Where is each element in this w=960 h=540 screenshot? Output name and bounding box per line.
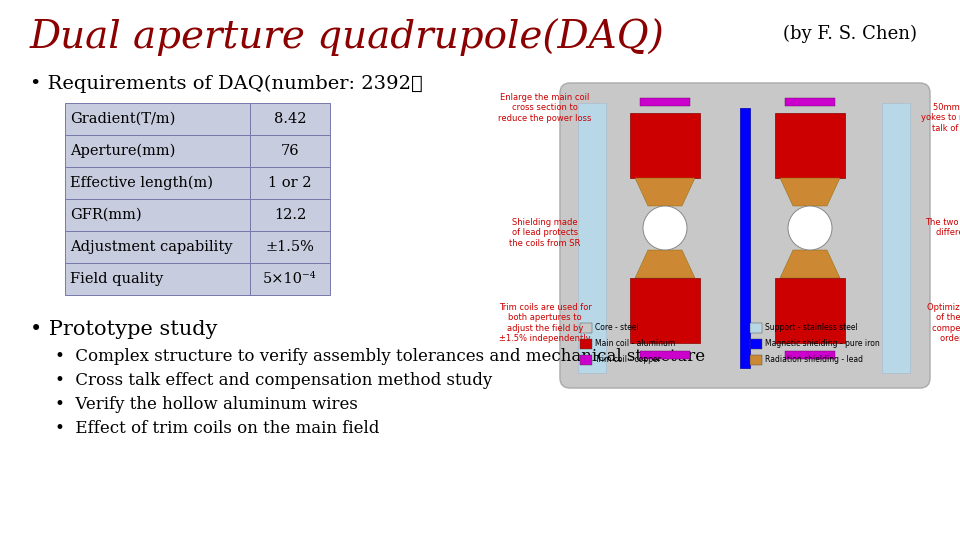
Text: 8.42: 8.42 <box>274 112 306 126</box>
Bar <box>882 103 910 373</box>
Bar <box>65 103 250 135</box>
Polygon shape <box>780 250 840 278</box>
Polygon shape <box>635 178 695 206</box>
Text: GFR(mm): GFR(mm) <box>70 208 142 222</box>
Bar <box>250 199 330 231</box>
Text: Optimize the thickness
of the iron plate to
compensate the odd
order harmonics: Optimize the thickness of the iron plate… <box>926 303 960 343</box>
Bar <box>640 351 690 359</box>
Bar <box>65 263 250 295</box>
Text: ±1.5%: ±1.5% <box>266 240 315 254</box>
Bar <box>630 278 700 343</box>
Text: Trim coil - copper: Trim coil - copper <box>595 355 660 364</box>
Text: 12.2: 12.2 <box>274 208 306 222</box>
Bar <box>580 339 592 349</box>
Bar <box>640 98 690 106</box>
Bar <box>65 135 250 167</box>
Bar <box>785 351 835 359</box>
Text: Radiation shielding - lead: Radiation shielding - lead <box>765 355 863 364</box>
Bar <box>785 98 835 106</box>
Bar <box>750 355 762 365</box>
Bar <box>250 135 330 167</box>
Polygon shape <box>780 178 840 206</box>
Text: Shielding made
of lead protects
the coils from SR: Shielding made of lead protects the coil… <box>510 218 581 248</box>
Text: Field quality: Field quality <box>70 272 163 286</box>
Text: • Requirements of DAQ(number: 2392）: • Requirements of DAQ(number: 2392） <box>30 75 422 93</box>
Text: (by F. S. Chen): (by F. S. Chen) <box>783 25 917 43</box>
Text: 50mm gap between
yokes to reduce the cross
talk of the two sides: 50mm gap between yokes to reduce the cro… <box>921 103 960 133</box>
Circle shape <box>643 206 687 250</box>
Text: •  Complex structure to verify assembly tolerances and mechanical structure: • Complex structure to verify assembly t… <box>55 348 706 365</box>
Text: Enlarge the main coil
cross section to
reduce the power loss: Enlarge the main coil cross section to r… <box>498 93 591 123</box>
FancyBboxPatch shape <box>560 83 930 388</box>
Bar <box>580 323 592 333</box>
Polygon shape <box>635 250 695 278</box>
Text: 1 or 2: 1 or 2 <box>268 176 312 190</box>
Text: Dual aperture quadrupole(DAQ): Dual aperture quadrupole(DAQ) <box>30 18 664 56</box>
Bar <box>750 339 762 349</box>
Bar <box>630 113 700 178</box>
Text: Adjustment capability: Adjustment capability <box>70 240 232 254</box>
Circle shape <box>788 206 832 250</box>
Bar <box>250 263 330 295</box>
Text: •  Effect of trim coils on the main field: • Effect of trim coils on the main field <box>55 420 379 437</box>
Text: 5×10⁻⁴: 5×10⁻⁴ <box>263 272 317 286</box>
Bar <box>65 199 250 231</box>
Text: Main coil - aluminum: Main coil - aluminum <box>595 340 675 348</box>
Bar <box>250 231 330 263</box>
Text: Trim coils are used for
both apertures to
adjust the field by
±1.5% independentl: Trim coils are used for both apertures t… <box>498 303 591 343</box>
Text: • Prototype study: • Prototype study <box>30 320 218 339</box>
Text: Magnetic shielding - pure iron: Magnetic shielding - pure iron <box>765 340 879 348</box>
Text: 76: 76 <box>280 144 300 158</box>
Text: Gradient(T/m): Gradient(T/m) <box>70 112 176 126</box>
Text: •  Verify the hollow aluminum wires: • Verify the hollow aluminum wires <box>55 396 358 413</box>
Bar <box>750 323 762 333</box>
Bar <box>65 231 250 263</box>
Text: Effective length(m): Effective length(m) <box>70 176 213 190</box>
Bar <box>580 355 592 365</box>
Text: Support - stainless steel: Support - stainless steel <box>765 323 857 333</box>
Text: Aperture(mm): Aperture(mm) <box>70 144 176 158</box>
Bar <box>775 113 845 178</box>
Bar <box>250 103 330 135</box>
Bar <box>740 108 750 368</box>
Bar <box>65 167 250 199</box>
Bar <box>578 103 606 373</box>
Text: The two apertures have
different polarities: The two apertures have different polarit… <box>924 218 960 238</box>
Text: Core - steel: Core - steel <box>595 323 638 333</box>
Bar <box>250 167 330 199</box>
Bar <box>775 278 845 343</box>
Text: •  Cross talk effect and compensation method study: • Cross talk effect and compensation met… <box>55 372 492 389</box>
